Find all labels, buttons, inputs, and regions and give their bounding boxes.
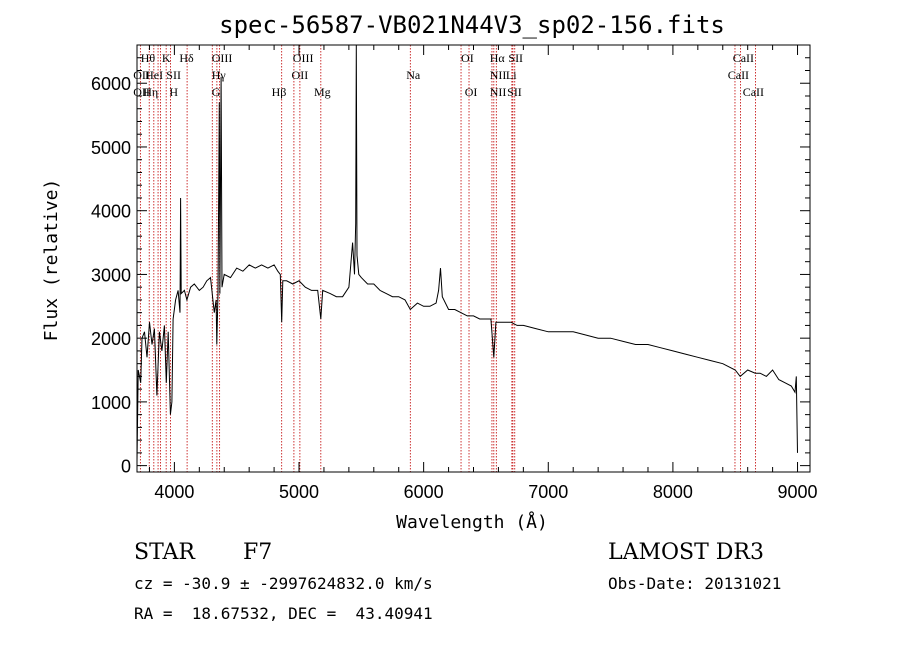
y-axis: 0 1000 2000 3000 4000 5000 6000 (91, 57, 810, 477)
line-label: CaII (743, 85, 764, 99)
line-label: Hγ (212, 68, 227, 82)
y-tick-label: 6000 (91, 74, 131, 94)
coordinates: RA = 18.67532, DEC = 43.40941 (134, 604, 433, 623)
line-label: OI (465, 85, 478, 99)
line-label: SII (507, 85, 522, 99)
line-label: Mg (314, 85, 331, 99)
line-label: G (212, 85, 221, 99)
line-label: OIII (293, 51, 314, 65)
line-label: Hη (143, 85, 158, 99)
line-label: Hδ (179, 51, 194, 65)
survey-name: LAMOST DR3 (608, 540, 764, 565)
object-class: STAR (134, 540, 195, 565)
line-label: Hβ (272, 85, 287, 99)
line-markers (139, 45, 756, 472)
line-label: CaII (733, 51, 754, 65)
line-label: HeI (145, 68, 163, 82)
y-tick-label: 4000 (91, 202, 131, 222)
line-label: NII (490, 68, 507, 82)
spectrum-line (136, 44, 798, 463)
y-tick-label: 0 (121, 457, 131, 477)
line-label: K (162, 51, 171, 65)
x-tick-label: 9000 (778, 482, 818, 502)
line-label: Hα (490, 51, 506, 65)
line-label: SII (508, 51, 523, 65)
object-subclass: F7 (243, 540, 273, 565)
spectrum-plot: spec-56587-VB021N44V3_sp02-156.fits Hθ K H… (41, 11, 818, 533)
line-label: Li (506, 68, 517, 82)
line-label: OIII (212, 51, 233, 65)
obs-date: Obs-Date: 20131021 (608, 574, 782, 593)
line-label: Hθ (141, 51, 156, 65)
plot-frame (136, 44, 811, 473)
line-label: CaII (728, 68, 749, 82)
y-tick-label: 2000 (91, 329, 131, 349)
x-tick-label: 8000 (653, 482, 693, 502)
line-label: Na (406, 68, 421, 82)
line-label: NII (490, 85, 507, 99)
line-label: H (169, 85, 178, 99)
y-tick-label: 1000 (91, 393, 131, 413)
x-tick-label: 7000 (528, 482, 568, 502)
chart-title: spec-56587-VB021N44V3_sp02-156.fits (219, 11, 725, 39)
x-axis-label: Wavelength (Å) (396, 511, 548, 533)
redshift-text: cz = -30.9 ± -2997624832.0 km/s (134, 574, 433, 593)
line-label: SII (166, 68, 181, 82)
y-tick-label: 5000 (91, 138, 131, 158)
x-tick-label: 5000 (279, 482, 319, 502)
line-label: OI (461, 51, 474, 65)
x-tick-label: 4000 (154, 482, 194, 502)
y-tick-label: 3000 (91, 265, 131, 285)
y-axis-label: Flux (relative) (41, 179, 62, 342)
x-axis: 4000 5000 6000 7000 8000 9000 (148, 45, 818, 502)
line-label: OII (292, 68, 309, 82)
x-tick-label: 6000 (404, 482, 444, 502)
